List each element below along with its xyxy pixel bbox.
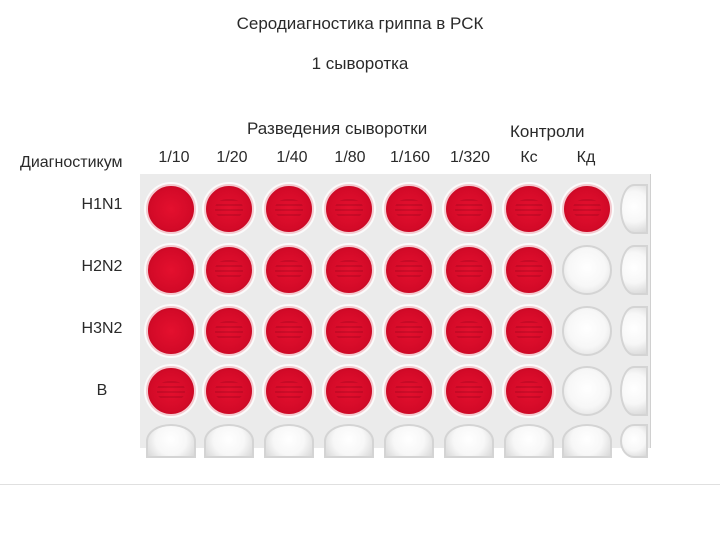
diagnosticum-header: Диагностикум [20, 154, 123, 171]
plate-well [204, 184, 254, 234]
plate-well [384, 184, 434, 234]
plate-well [324, 245, 374, 295]
plate-well [264, 366, 314, 416]
plate-well [324, 366, 374, 416]
plate-well [324, 306, 374, 356]
column-label: 1/80 [334, 149, 366, 166]
plate-well [264, 245, 314, 295]
row-label: H1N1 [81, 196, 123, 213]
plate-well [620, 184, 648, 234]
plate-well [204, 366, 254, 416]
plate-well [444, 184, 494, 234]
plate-well [146, 366, 196, 416]
row-label: H3N2 [81, 320, 123, 337]
row-label: В [96, 382, 108, 399]
row-label: H2N2 [81, 258, 123, 275]
plate-well [384, 245, 434, 295]
column-label: Кд [576, 149, 596, 166]
column-label: 1/160 [389, 149, 431, 166]
plate-well [444, 245, 494, 295]
plate-well [146, 306, 196, 356]
microtiter-plate [140, 174, 651, 458]
plate-well [562, 306, 612, 356]
plate-well [384, 366, 434, 416]
divider [0, 484, 720, 485]
plate-well [264, 184, 314, 234]
dilutions-header: Разведения сыворотки [247, 119, 428, 138]
page-subtitle: 1 сыворотка [311, 54, 409, 73]
plate-well [204, 306, 254, 356]
plate-well [146, 245, 196, 295]
controls-header: Контроли [510, 122, 585, 141]
plate-well [384, 306, 434, 356]
plate-well [324, 424, 374, 458]
column-label: 1/20 [216, 149, 248, 166]
plate-well [324, 184, 374, 234]
column-label: 1/10 [158, 149, 190, 166]
plate-well [444, 306, 494, 356]
plate-well [620, 306, 648, 356]
plate-well [620, 424, 648, 458]
plate-well [562, 366, 612, 416]
plate-well [562, 245, 612, 295]
plate-well [504, 306, 554, 356]
plate-well [444, 424, 494, 458]
plate-well [562, 184, 612, 234]
page-title: Серодиагностика гриппа в РСК [236, 14, 484, 33]
plate-well [620, 366, 648, 416]
plate-well [146, 424, 196, 458]
plate-well [504, 245, 554, 295]
column-label: 1/40 [276, 149, 308, 166]
column-label: 1/320 [449, 149, 491, 166]
plate-well [204, 245, 254, 295]
plate-well [504, 424, 554, 458]
plate-well [146, 184, 196, 234]
plate-well [562, 424, 612, 458]
plate-well [504, 366, 554, 416]
plate-well [504, 184, 554, 234]
plate-well [620, 245, 648, 295]
plate-well [384, 424, 434, 458]
plate-well [204, 424, 254, 458]
plate-well [264, 424, 314, 458]
column-label: Кс [520, 149, 538, 166]
plate-well [264, 306, 314, 356]
plate-well [444, 366, 494, 416]
